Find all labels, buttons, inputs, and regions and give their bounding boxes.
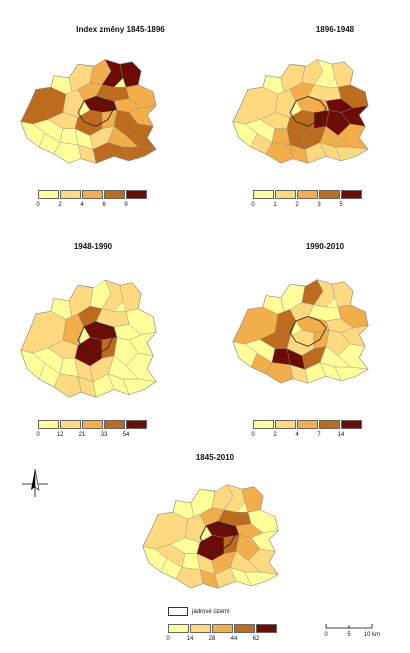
legend-swatch (341, 420, 362, 429)
district-region (108, 126, 138, 147)
district-region (108, 356, 138, 379)
core-territory-legend: jádrové území (168, 607, 230, 616)
district-region (60, 358, 78, 376)
legend-swatch (104, 420, 125, 429)
legend-tick: 14 (337, 432, 345, 438)
legend-swatch (319, 190, 340, 199)
legend-swatch (341, 190, 362, 199)
legend-tick: 2 (58, 202, 62, 208)
legend-swatch (168, 624, 189, 633)
legend-swatch (234, 624, 255, 633)
core-territory-label: jádrové území (192, 608, 230, 615)
panel-3-title: 1948-1990 (73, 242, 113, 251)
legend-swatch (126, 420, 147, 429)
legend-swatch (253, 420, 274, 429)
north-arrow-icon (22, 468, 48, 497)
legend-swatch (212, 624, 233, 633)
map-1990-2010 (232, 279, 380, 384)
panel-1-title: Index změny 1845-1896 (76, 25, 165, 34)
legend-tick: 12 (56, 432, 64, 438)
legend-swatch (104, 190, 125, 199)
legend-1990-2010: 0 2 4 7 14 (251, 420, 363, 442)
core-territory-outline (290, 96, 326, 126)
legend-swatch (126, 190, 147, 199)
legend-tick: 28 (208, 636, 216, 642)
core-territory-outline (200, 521, 236, 551)
legend-1948-1990: 0 12 21 33 54 (36, 420, 148, 442)
legend-swatch (253, 190, 274, 199)
legend-swatch (190, 624, 211, 633)
scale-tick: 5 (347, 632, 351, 638)
district-region (233, 342, 257, 367)
legend-tick: 6 (102, 202, 106, 208)
panel-4-title: 1990-2010 (305, 242, 345, 251)
core-territory-swatch (168, 607, 188, 616)
legend-1896-1948: 0 1 2 3 5 (251, 190, 363, 212)
district-region (272, 349, 290, 365)
district-region (21, 122, 45, 147)
legend-tick: 21 (78, 432, 86, 438)
legend-tick: 4 (80, 202, 84, 208)
legend-tick: 7 (317, 432, 321, 438)
map-1845-2010 (142, 484, 290, 589)
legend-tick: 2 (295, 202, 299, 208)
scale-bar: 0 5 10 km (324, 622, 385, 642)
legend-tick: 9 (124, 202, 128, 208)
legend-tick: 1 (273, 202, 277, 208)
map-1948-1990 (20, 279, 168, 398)
legend-tick: 0 (36, 432, 40, 438)
legend-swatch (38, 420, 59, 429)
district-region (320, 126, 350, 147)
legend-tick: 44 (230, 636, 238, 642)
legend-swatch (60, 420, 81, 429)
district-region (233, 122, 257, 147)
legend-swatch (319, 420, 340, 429)
core-territory-outline (78, 322, 114, 356)
map-1896-1948 (232, 59, 380, 164)
legend-tick: 3 (317, 202, 321, 208)
legend-swatch (82, 420, 103, 429)
legend-tick: 0 (251, 202, 255, 208)
legend-tick: 54 (122, 432, 130, 438)
panel-2-title: 1896-1948 (315, 25, 355, 34)
district-region (272, 129, 290, 145)
core-territory-outline (290, 316, 326, 346)
panel-5-title: 1845-2010 (195, 453, 235, 462)
legend-1845-2010: 0 14 28 44 62 (166, 624, 278, 646)
district-region (21, 350, 45, 379)
scale-tick: 0 (324, 632, 328, 638)
legend-tick: 33 (100, 432, 108, 438)
legend-swatch (275, 420, 296, 429)
district-region (320, 346, 350, 367)
legend-1845-1896: 0 2 4 6 9 (36, 190, 148, 212)
legend-swatch (275, 190, 296, 199)
legend-swatch (82, 190, 103, 199)
legend-swatch (60, 190, 81, 199)
legend-tick: 0 (251, 432, 255, 438)
legend-tick: 62 (252, 636, 260, 642)
legend-tick: 0 (166, 636, 170, 642)
legend-tick: 4 (295, 432, 299, 438)
district-region (182, 554, 200, 570)
legend-swatch (297, 420, 318, 429)
legend-tick: 0 (36, 202, 40, 208)
legend-tick: 2 (273, 432, 277, 438)
legend-swatch (256, 624, 277, 633)
core-territory-outline (78, 96, 114, 126)
district-region (230, 551, 260, 572)
legend-swatch (297, 190, 318, 199)
legend-tick: 14 (186, 636, 194, 642)
scale-tick: 10 km (363, 632, 381, 638)
legend-tick: 5 (339, 202, 343, 208)
district-region (143, 547, 167, 572)
legend-swatch (38, 190, 59, 199)
district-region (60, 129, 78, 145)
map-1845-1896 (20, 59, 168, 164)
